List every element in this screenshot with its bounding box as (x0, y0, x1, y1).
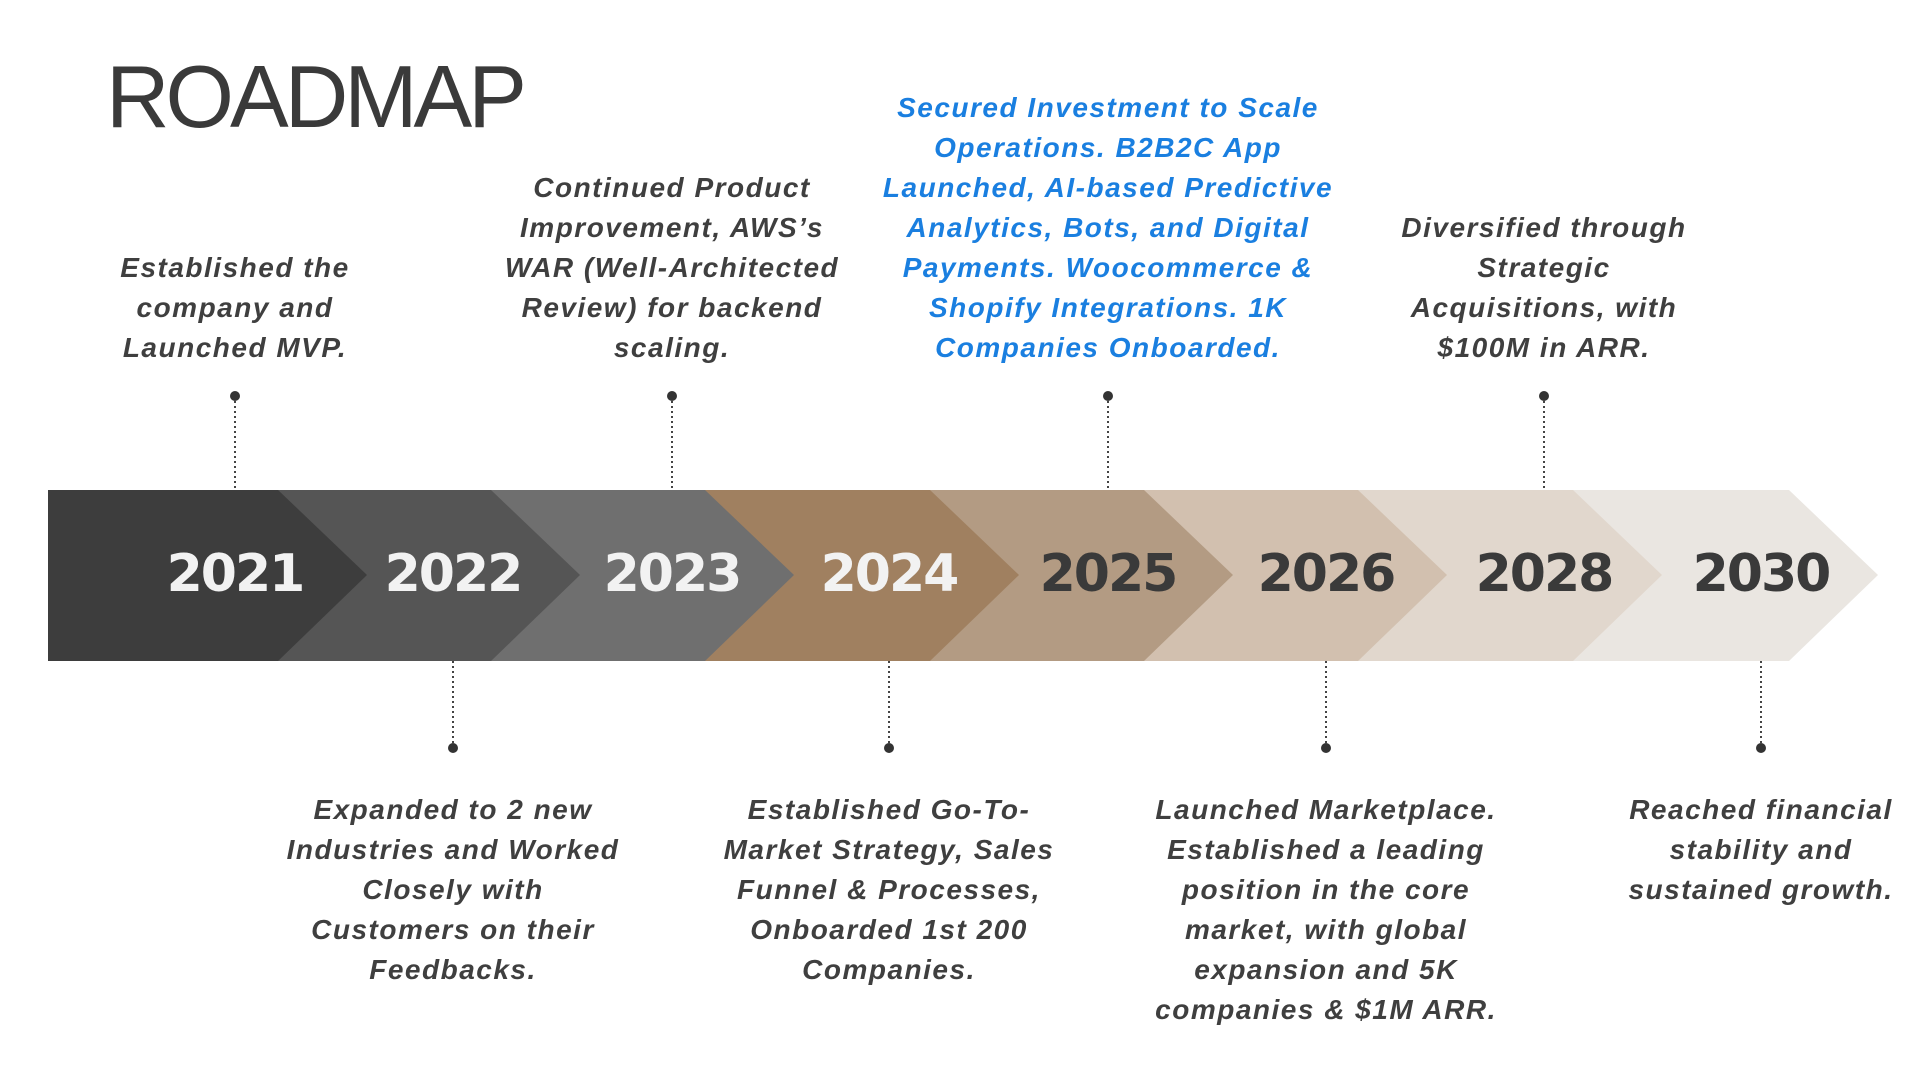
milestone-description: Launched Marketplace. Established a lead… (1155, 794, 1497, 1025)
connector-dot (448, 743, 458, 753)
connector-dot (1103, 391, 1113, 401)
chevron (1144, 490, 1447, 661)
year-label: 2025 (1040, 544, 1177, 604)
chevron (491, 490, 794, 661)
year-label: 2024 (821, 544, 958, 604)
milestone-description: Continued Product Improvement, AWS’s WAR… (504, 172, 840, 363)
milestone-description: Expanded to 2 new Industries and Worked … (286, 794, 620, 985)
year-label: 2030 (1693, 544, 1830, 604)
milestone-description: Established the company and Launched MVP… (120, 252, 350, 363)
year-label: 2022 (385, 544, 522, 604)
chevron (1573, 490, 1878, 661)
year-label: 2021 (167, 544, 304, 604)
chevron (48, 490, 367, 661)
milestone-description: Diversified through Strategic Acquisitio… (1401, 212, 1687, 363)
chevron (1358, 490, 1662, 661)
milestone-description: Reached financial stability and sustaine… (1628, 794, 1894, 905)
connector-dot (884, 743, 894, 753)
milestone-description: Established Go-To-Market Strategy, Sales… (723, 794, 1055, 985)
chevron (930, 490, 1233, 661)
connector-dot (1756, 743, 1766, 753)
year-label: 2026 (1258, 544, 1395, 604)
chevron (278, 490, 580, 661)
connector-dot (230, 391, 240, 401)
milestone-description: Secured Investment to Scale Operations. … (882, 92, 1334, 363)
title: ROADMAP (106, 47, 527, 146)
year-label: 2028 (1476, 544, 1613, 604)
chevron (705, 490, 1019, 661)
connector-dot (1539, 391, 1549, 401)
year-label: 2023 (604, 544, 741, 604)
connector-dot (1321, 743, 1331, 753)
connector-dot (667, 391, 677, 401)
